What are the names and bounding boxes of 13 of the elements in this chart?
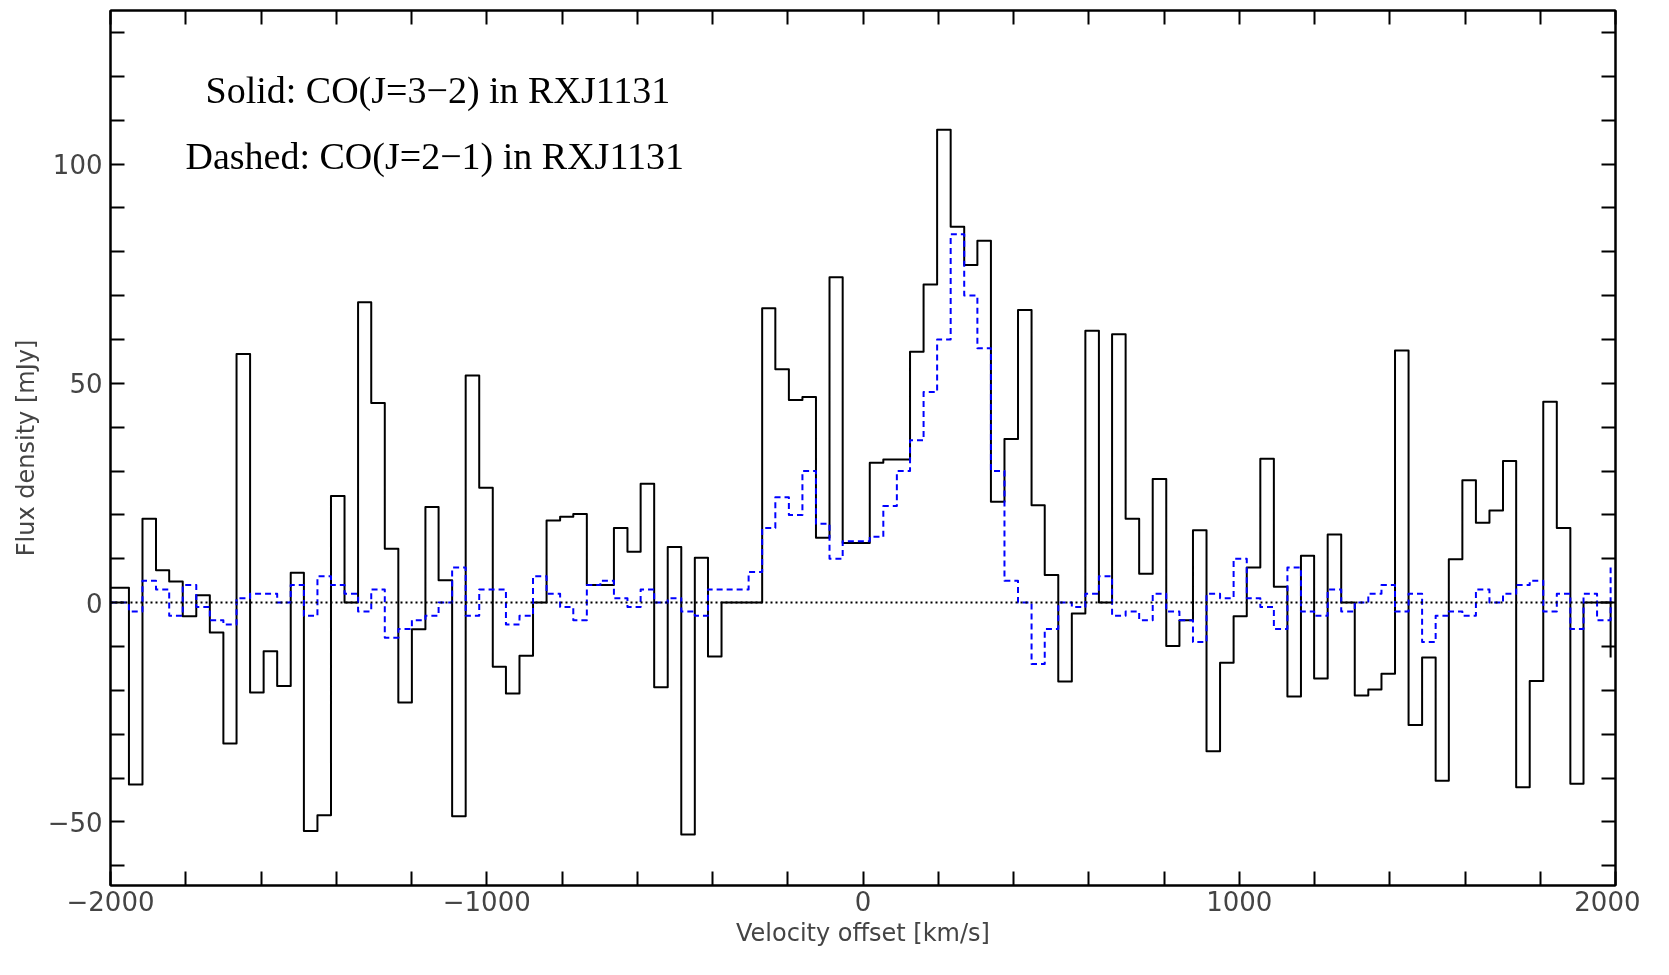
x-tick-label: 0 [854, 886, 872, 917]
y-tick-label: −50 [47, 807, 103, 838]
x-tick-label: 2000 [1574, 886, 1641, 917]
x-tick-label: −1000 [442, 886, 531, 917]
y-axis-title: Flux density [mJy] [11, 339, 40, 557]
x-axis-title: Velocity offset [km/s] [736, 918, 990, 947]
annotation: Solid: CO(J=3−2) in RXJ1131 [205, 68, 671, 112]
x-tick-label: 1000 [1206, 886, 1273, 917]
annotation: Dashed: CO(J=2−1) in RXJ1131 [185, 134, 684, 178]
x-tick-label: −2000 [66, 886, 155, 917]
y-tick-label: 100 [52, 150, 103, 181]
y-tick-label: 50 [69, 369, 103, 400]
y-tick-label: 0 [85, 588, 103, 619]
